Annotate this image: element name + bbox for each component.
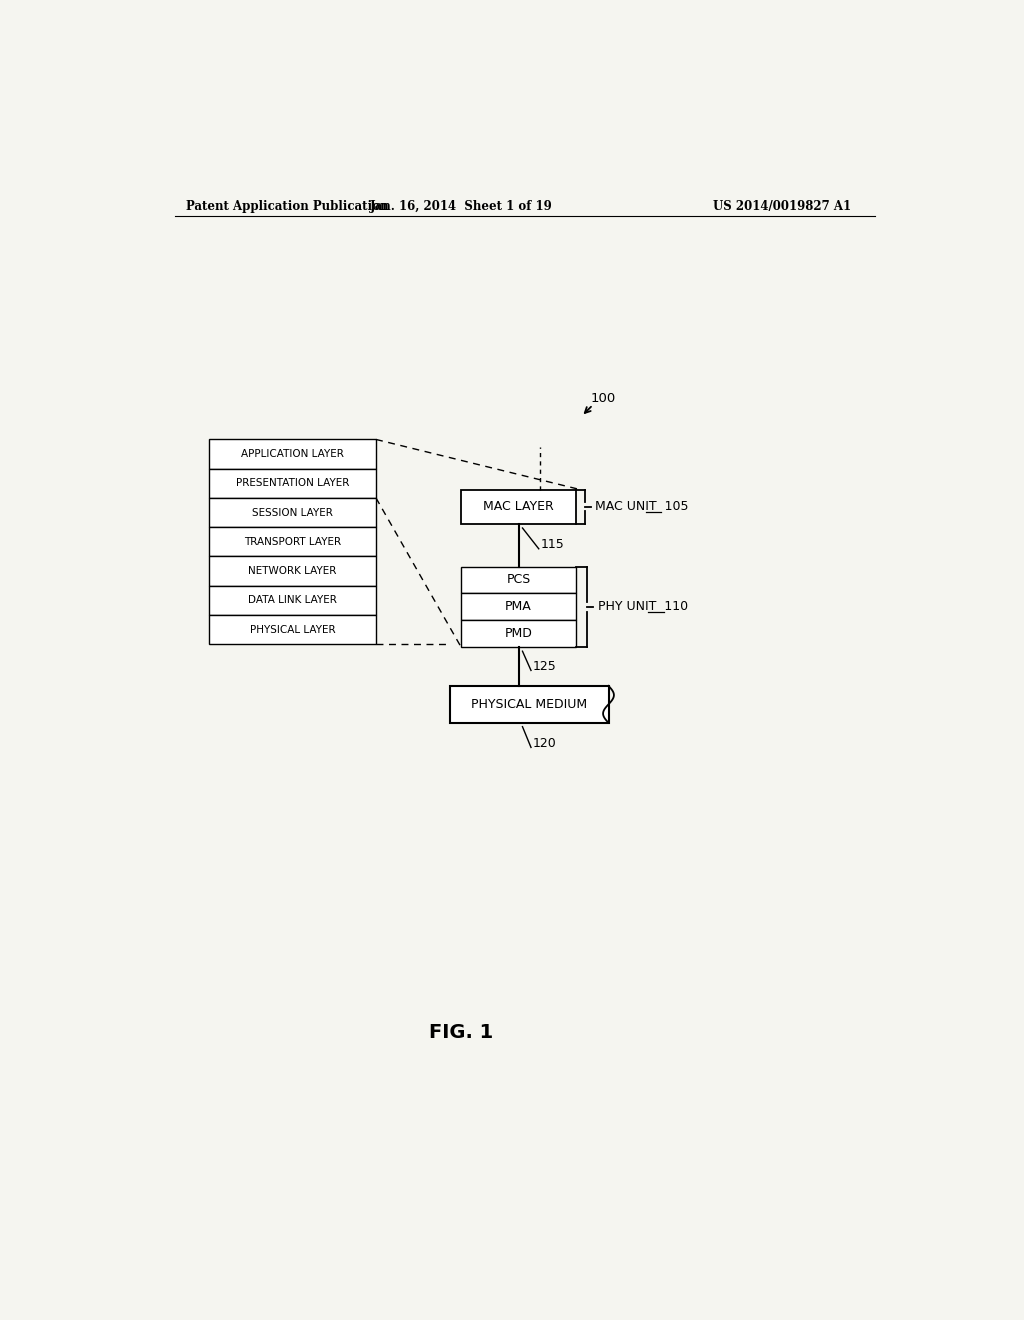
Bar [209, 586, 376, 615]
Text: PMD: PMD [505, 627, 532, 640]
Text: 120: 120 [532, 737, 556, 750]
Text: PRESENTATION LAYER: PRESENTATION LAYER [236, 478, 349, 488]
Bar [209, 557, 376, 586]
Text: APPLICATION LAYER: APPLICATION LAYER [242, 449, 344, 459]
Bar [461, 490, 575, 524]
Bar [209, 440, 376, 469]
Text: PHY UNIT  110: PHY UNIT 110 [598, 601, 688, 614]
Bar [461, 594, 575, 620]
Bar [461, 620, 575, 647]
Text: PHYSICAL MEDIUM: PHYSICAL MEDIUM [471, 698, 587, 711]
Text: Patent Application Publication: Patent Application Publication [186, 199, 389, 213]
Bar [209, 498, 376, 527]
Text: PMA: PMA [505, 601, 532, 614]
Text: TRANSPORT LAYER: TRANSPORT LAYER [244, 537, 341, 546]
Text: US 2014/0019827 A1: US 2014/0019827 A1 [713, 199, 851, 213]
Bar [209, 527, 376, 557]
Bar [461, 566, 575, 594]
Text: 115: 115 [541, 539, 564, 552]
Text: PCS: PCS [507, 573, 530, 586]
Bar [450, 686, 608, 723]
Text: PHYSICAL LAYER: PHYSICAL LAYER [250, 624, 336, 635]
Text: NETWORK LAYER: NETWORK LAYER [249, 566, 337, 576]
Bar [209, 469, 376, 498]
Text: 100: 100 [591, 392, 615, 405]
Text: DATA LINK LAYER: DATA LINK LAYER [248, 595, 337, 606]
Text: 125: 125 [532, 660, 556, 673]
Bar [209, 615, 376, 644]
Text: MAC UNIT  105: MAC UNIT 105 [595, 500, 689, 513]
Text: MAC LAYER: MAC LAYER [483, 500, 554, 513]
Text: SESSION LAYER: SESSION LAYER [252, 508, 333, 517]
Text: Jan. 16, 2014  Sheet 1 of 19: Jan. 16, 2014 Sheet 1 of 19 [370, 199, 553, 213]
Text: FIG. 1: FIG. 1 [429, 1023, 494, 1041]
